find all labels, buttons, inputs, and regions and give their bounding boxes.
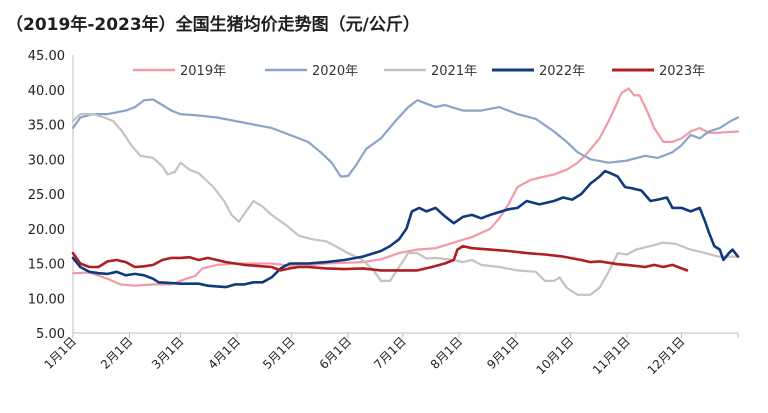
- y-tick-label: 10.00: [28, 292, 65, 307]
- y-tick-label: 20.00: [28, 223, 65, 238]
- x-tick-label: 5月1日: [260, 334, 298, 372]
- y-tick-label: 25.00: [28, 188, 65, 203]
- x-tick-label: 9月1日: [484, 334, 522, 372]
- legend-label: 2019年: [180, 64, 226, 79]
- legend-label: 2023年: [659, 64, 705, 79]
- series-line-2: [71, 98, 740, 178]
- legend-label: 2022年: [539, 64, 585, 79]
- legend-label: 2021年: [431, 64, 477, 79]
- x-tick-label: 7月1日: [371, 334, 409, 372]
- x-tick-label: 10月1日: [533, 334, 576, 377]
- series-line-5: [71, 244, 689, 272]
- x-tick-label: 6月1日: [317, 334, 355, 372]
- series-line-3: [71, 113, 740, 296]
- series-line-4: [71, 169, 740, 289]
- y-tick-label: 45.00: [28, 49, 65, 64]
- x-tick-label: 3月1日: [149, 334, 187, 372]
- legend-label: 2020年: [312, 64, 358, 79]
- y-axis: 5.00 10.00 15.00 20.00 25.00 30.00 35.00 40.00 4…: [28, 49, 74, 342]
- x-tick-label: 12月1日: [645, 334, 688, 377]
- y-tick-label: 30.00: [28, 153, 65, 168]
- chart-title: （2019年-2023年）全国生猪均价走势图（元/公斤）: [6, 15, 420, 35]
- series-line-1: [71, 87, 740, 287]
- series-layer: [71, 87, 740, 296]
- y-tick-label: 35.00: [28, 119, 65, 134]
- x-axis: 1月1日 2月1日 3月1日 4月1日 5月1日 6月1日 7月1日 8月1日 9月1日 10月1…: [41, 332, 739, 377]
- y-tick-label: 15.00: [28, 258, 65, 273]
- legend: 2019年 2020年 2021年 2022年 2023年: [133, 64, 705, 79]
- x-tick-label: 11月1日: [590, 334, 633, 377]
- x-tick-label: 8月1日: [428, 334, 466, 372]
- x-tick-label: 4月1日: [205, 334, 243, 372]
- y-tick-label: 5.00: [36, 327, 65, 342]
- y-tick-label: 40.00: [28, 84, 65, 99]
- x-tick-label: 2月1日: [98, 334, 136, 372]
